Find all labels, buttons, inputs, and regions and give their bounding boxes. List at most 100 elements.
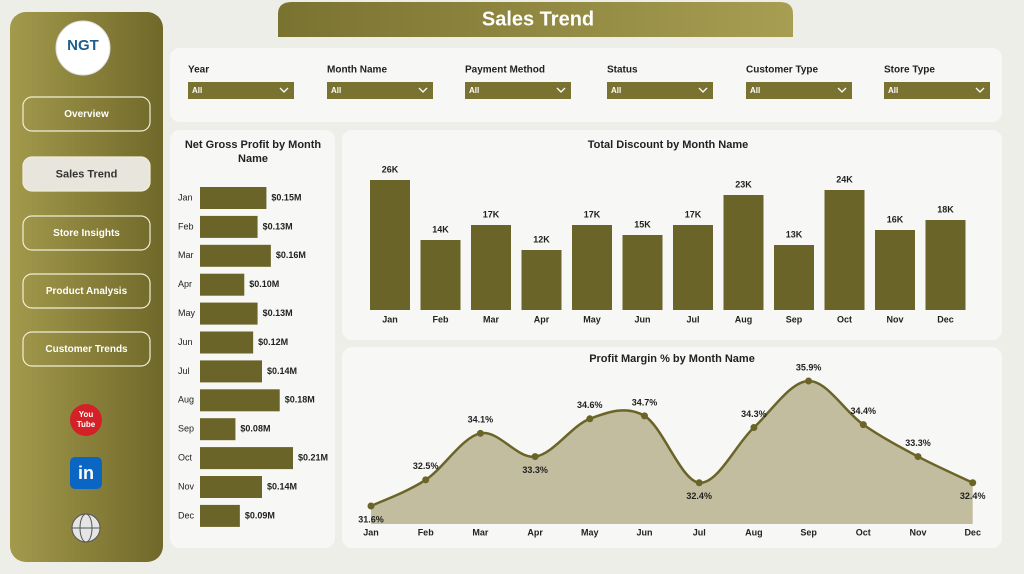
area xyxy=(371,380,973,524)
data-label: 34.3% xyxy=(741,409,767,419)
y-tick-label: Sep xyxy=(178,424,194,434)
x-tick-label: Jan xyxy=(363,527,379,537)
dropdown-chevron xyxy=(279,87,289,93)
x-tick-label: May xyxy=(583,314,601,324)
x-tick-label: Feb xyxy=(418,527,435,537)
youtube-text: You xyxy=(79,410,94,419)
data-label: $0.14M xyxy=(267,366,297,376)
data-label: 34.6% xyxy=(577,400,603,410)
header-tab xyxy=(278,2,793,37)
data-label: 32.4% xyxy=(960,491,986,501)
x-tick-label: Mar xyxy=(483,314,500,324)
point xyxy=(641,412,648,420)
data-label: 33.3% xyxy=(905,438,931,448)
data-label: $0.16M xyxy=(276,250,306,260)
nav-label: Overview xyxy=(64,109,109,120)
data-label: 17K xyxy=(483,209,500,219)
filter-label: Month Name xyxy=(327,65,387,76)
x-tick-label: Nov xyxy=(909,527,926,537)
x-tick-label: Sep xyxy=(786,314,803,324)
filter-dropdown[interactable] xyxy=(746,82,852,99)
bar xyxy=(925,220,966,310)
y-tick-label: Aug xyxy=(178,395,194,405)
chart-title: Total Discount by Month Name xyxy=(588,139,749,151)
x-tick-label: Mar xyxy=(472,527,489,537)
x-tick-label: Feb xyxy=(432,314,449,324)
x-tick-label: Apr xyxy=(527,527,543,537)
bar xyxy=(200,504,240,527)
filter-value: All xyxy=(750,86,760,95)
y-tick-label: Apr xyxy=(178,279,192,289)
bar xyxy=(200,331,254,354)
data-label: 12K xyxy=(533,234,550,244)
linkedin-icon[interactable] xyxy=(70,457,102,489)
data-label: $0.18M xyxy=(285,395,315,405)
y-tick-label: Jan xyxy=(178,192,193,202)
nav-label: Customer Trends xyxy=(45,344,128,355)
data-label: $0.10M xyxy=(249,279,279,289)
point xyxy=(969,479,977,487)
nav-button[interactable] xyxy=(22,273,151,309)
bar xyxy=(824,190,865,310)
bar xyxy=(572,225,612,310)
data-label: 26K xyxy=(382,164,399,174)
globe-icon[interactable] xyxy=(71,513,101,543)
point xyxy=(914,453,922,461)
logo xyxy=(55,20,111,76)
bar xyxy=(200,389,280,412)
logo-text: NGT xyxy=(67,37,99,54)
point xyxy=(750,424,758,432)
bar xyxy=(200,273,245,296)
chart-title: Net Gross Profit by Month Name xyxy=(184,139,322,165)
page-title: Sales Trend xyxy=(482,8,594,30)
x-tick-label: Jan xyxy=(382,314,398,324)
filter-panel xyxy=(170,48,1002,122)
chart-title: Profit Margin % by Month Name xyxy=(589,353,755,365)
data-label: $0.15M xyxy=(271,192,301,202)
nav-button[interactable] xyxy=(22,331,151,367)
data-label: 35.9% xyxy=(796,362,822,372)
filter-dropdown[interactable] xyxy=(188,82,294,99)
filter-label: Customer Type xyxy=(746,65,818,76)
point xyxy=(695,479,703,487)
nav-button[interactable] xyxy=(22,96,151,132)
data-label: 17K xyxy=(584,209,601,219)
data-label: 18K xyxy=(937,204,954,214)
youtube-text: Tube xyxy=(77,420,96,429)
data-label: 34.1% xyxy=(468,415,494,425)
filter-dropdown[interactable] xyxy=(465,82,571,99)
data-label: $0.13M xyxy=(263,221,293,231)
data-label: $0.12M xyxy=(258,337,288,347)
data-label: 23K xyxy=(735,179,752,189)
y-tick-label: Feb xyxy=(178,221,194,231)
dropdown-chevron xyxy=(556,87,566,93)
data-label: $0.21M xyxy=(298,452,328,462)
x-tick-label: Jul xyxy=(686,314,699,324)
bar xyxy=(471,225,511,310)
data-label: 32.5% xyxy=(413,461,439,471)
filter-dropdown[interactable] xyxy=(327,82,433,99)
nav-button[interactable] xyxy=(22,215,151,251)
x-tick-label: Jul xyxy=(693,527,706,537)
filter-dropdown[interactable] xyxy=(607,82,713,99)
nav-label: Store Insights xyxy=(53,228,120,239)
y-tick-label: Oct xyxy=(178,452,193,462)
nav-label: Product Analysis xyxy=(46,286,128,297)
dropdown-chevron xyxy=(418,87,428,93)
data-label: 17K xyxy=(685,209,702,219)
point xyxy=(859,421,867,429)
y-tick-label: Jun xyxy=(178,337,193,347)
data-label: $0.14M xyxy=(267,481,297,491)
bar xyxy=(420,240,461,310)
youtube-icon[interactable] xyxy=(70,404,102,436)
filter-dropdown[interactable] xyxy=(884,82,990,99)
x-tick-label: Dec xyxy=(964,527,981,537)
filter-label: Payment Method xyxy=(465,65,545,76)
nav-button[interactable] xyxy=(22,156,151,192)
bar xyxy=(521,250,562,310)
filter-label: Store Type xyxy=(884,65,935,76)
data-label: 31.6% xyxy=(358,514,384,524)
dropdown-chevron xyxy=(837,87,847,93)
x-tick-label: Jun xyxy=(634,314,650,324)
